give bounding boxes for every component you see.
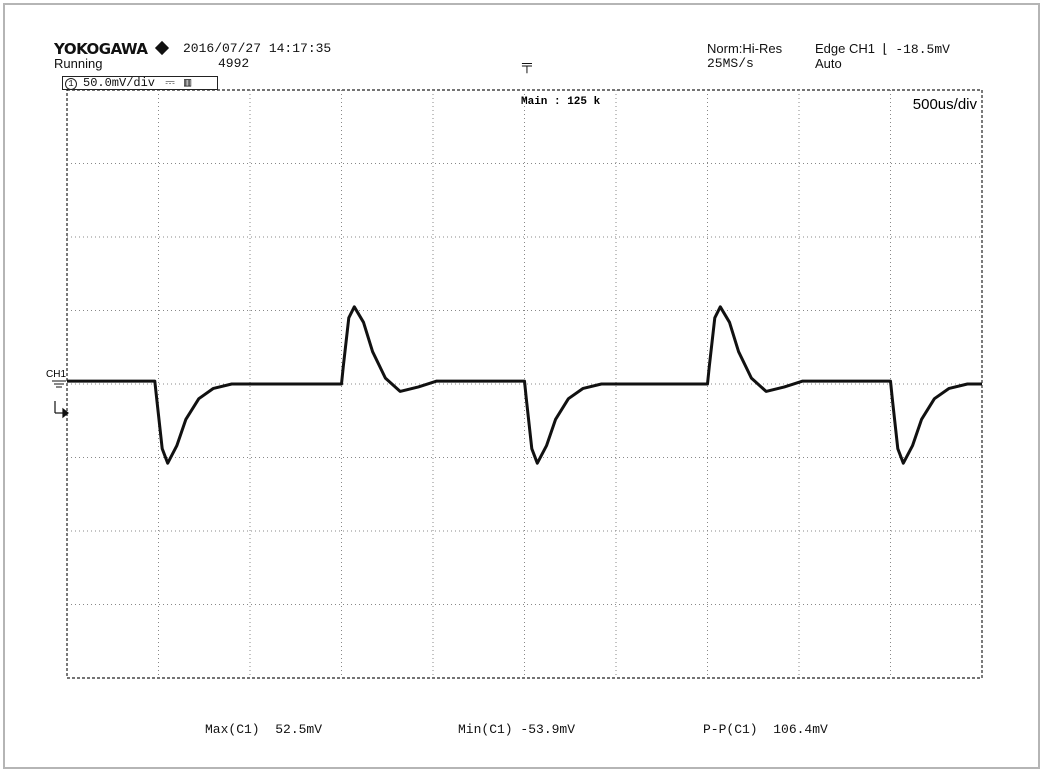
acq-count-text: 4992 [218,56,250,71]
channel-label: CH1 [46,369,66,380]
channel-scale-box: 1 50.0mV/div ⎓ ▥ [62,76,218,90]
falling-edge-icon: ⌊ [882,41,888,56]
measurement-max: Max(C1) 52.5mV [205,722,322,737]
series-line-1 [67,305,982,465]
acq-mode-text: Norm:Hi-Res [707,41,783,56]
trigger-position-icon: ╤ [522,56,532,72]
channel-number-icon: 1 [65,78,77,90]
ground-marker-icon [52,380,66,388]
measurement-label: P-P(C1) [703,722,758,737]
bandwidth-icon: ▥ [184,76,192,90]
brand-logo: YOKOGAWA [54,40,169,58]
trigger-info: Edge CH1 ⌊ -18.5mV [815,42,950,57]
measurement-label: Min(C1) [458,722,513,737]
timebase-text: 500us/div [913,96,978,113]
trigger-source-text: Edge CH1 [815,41,875,56]
trigger-mode-text: Auto [815,56,842,71]
measurement-label: Max(C1) [205,722,260,737]
measurement-value: 106.4mV [773,722,828,737]
measurement-value: -53.9mV [520,722,576,737]
measurement-pp: P-P(C1) 106.4mV [703,722,828,737]
brand-text: YOKOGAWA [54,40,148,58]
measurement-min: Min(C1) -53.9mV [458,722,575,737]
record-length-text: Main : 125 k [521,96,601,108]
dc-coupling-icon: ⎓ [165,76,175,90]
waveform-trace [67,305,982,465]
measurement-value: 52.5mV [275,722,323,737]
run-status-text: Running [54,56,103,71]
datetime-text: 2016/07/27 14:17:35 [183,41,332,56]
trigger-level-marker-icon [54,401,69,419]
channel-scale-text: 50.0mV/div [83,76,156,90]
screen-frame [3,3,1040,769]
graticule-grid [67,90,982,678]
sample-rate-text: 25MS/s [707,56,754,71]
trigger-level-text: -18.5mV [895,42,950,57]
